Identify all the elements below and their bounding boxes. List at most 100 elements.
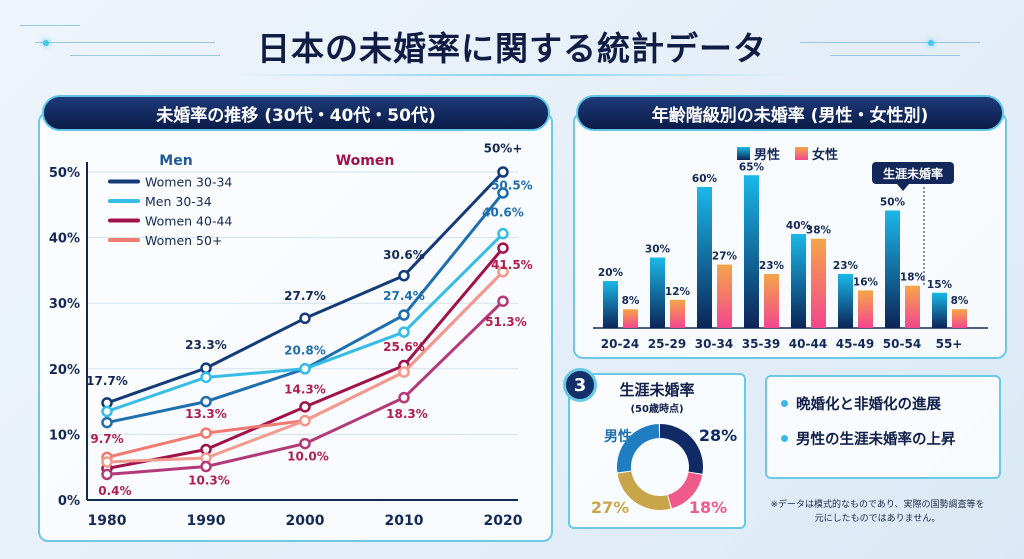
data-point xyxy=(497,227,509,240)
legend-label: Women 40-44 xyxy=(145,214,232,229)
data-point xyxy=(398,366,410,378)
bar-value-label: 23% xyxy=(759,260,785,272)
bullet-dot-icon xyxy=(781,435,788,442)
group-label-women: Women xyxy=(336,153,395,169)
circuit-dot xyxy=(43,40,49,46)
summary-text: 男性の生涯未婚率の上昇 xyxy=(796,432,956,448)
callout-label: 生涯未婚率 xyxy=(883,166,943,181)
data-label: 10.3% xyxy=(188,473,230,487)
data-point xyxy=(101,416,113,429)
bar-value-label: 18% xyxy=(900,272,926,284)
bar-women xyxy=(811,238,826,328)
legend-swatch-women xyxy=(795,147,808,160)
callout-box xyxy=(872,162,954,184)
x-tick-label: 1990 xyxy=(187,513,226,529)
data-point xyxy=(398,309,410,321)
callout-pointer xyxy=(897,184,909,191)
data-point xyxy=(299,414,311,427)
bar-women xyxy=(670,299,685,328)
page-title: 日本の未婚率に関する統計データ xyxy=(257,29,767,68)
data-point xyxy=(200,460,212,473)
donut-slice xyxy=(660,424,703,474)
data-label: 13.3% xyxy=(185,407,227,421)
data-label: 40.6% xyxy=(482,206,524,220)
x-tick-label: 1980 xyxy=(88,513,127,529)
summary-text: 晩婚化と非婚化の進展 xyxy=(796,397,941,413)
bar-value-label: 50% xyxy=(880,197,906,209)
data-point xyxy=(200,362,212,374)
bar-men xyxy=(838,273,853,328)
data-label: 20.8% xyxy=(284,343,326,357)
bar-women xyxy=(717,264,732,328)
bar-men xyxy=(932,292,947,328)
data-point xyxy=(101,456,113,468)
x-tick-label: 45-49 xyxy=(836,337,874,351)
data-point xyxy=(497,166,509,178)
donut-slice xyxy=(668,472,703,509)
bar-women xyxy=(623,309,638,328)
bar-women xyxy=(764,273,779,328)
donut-title: 生涯未婚率 xyxy=(619,381,694,399)
x-tick-label: 50-54 xyxy=(883,337,921,351)
bar-value-label: 40% xyxy=(786,220,812,232)
bar-value-label: 65% xyxy=(739,161,765,173)
data-point xyxy=(299,363,311,375)
title-underline xyxy=(230,74,800,76)
data-label: 30.6% xyxy=(383,248,425,262)
bullet-dot-icon xyxy=(781,400,788,407)
data-point xyxy=(398,326,410,338)
donut-subtitle: (50歳時点) xyxy=(630,402,683,415)
data-label: 50.5% xyxy=(491,179,533,193)
x-tick-label: 55+ xyxy=(936,337,963,351)
group-label-men: Men xyxy=(159,153,192,169)
section-badge: 3 xyxy=(563,368,597,402)
data-point xyxy=(299,312,311,325)
data-label: 51.3% xyxy=(485,315,527,329)
data-point xyxy=(299,437,311,450)
legend-label: 男性 xyxy=(754,147,780,163)
y-tick-label: 40% xyxy=(49,232,80,247)
x-tick-label: 2000 xyxy=(286,513,325,529)
data-label: 23.3% xyxy=(185,338,227,352)
data-point xyxy=(299,401,311,413)
donut-slice xyxy=(617,424,660,473)
legend-label: Men 30-34 xyxy=(145,194,212,209)
x-tick-label: 2020 xyxy=(484,513,523,529)
data-point xyxy=(497,295,509,307)
x-tick-label: 2010 xyxy=(385,513,424,529)
disclaimer-note: ※データは模式的なものであり、実際の国勢調査等を元にしたものではありません。 xyxy=(770,500,985,524)
legend-label: Women 50+ xyxy=(145,233,222,248)
bar-women xyxy=(952,309,967,328)
line-chart: 0% 10% 20% 30% 40% 50% 1980 1990 2000 2010 2020 Men… xyxy=(49,141,533,529)
summary-bullet: 晩婚化と非婚化の進展 xyxy=(781,393,999,414)
bar-value-label: 12% xyxy=(665,286,691,298)
data-point xyxy=(200,371,212,384)
bar-value-label: 20% xyxy=(598,267,624,279)
age-bar-panel-title: 年齢階級別の未婚率 (男性・女性別) xyxy=(576,95,1004,131)
x-tick-label: 30-34 xyxy=(695,337,733,351)
bar-men xyxy=(744,175,759,328)
data-point xyxy=(200,427,212,439)
bar-women xyxy=(905,285,920,328)
bar-chart: 男性 女性 20% 8% 20-24 30% 12% 25-29 60% 27% 30-34 65% 2… xyxy=(593,147,988,351)
bar-value-label: 38% xyxy=(806,225,832,237)
data-label: 10.0% xyxy=(287,450,329,464)
data-point xyxy=(398,391,410,404)
summary-bullet: 男性の生涯未婚率の上昇 xyxy=(781,428,999,449)
data-label: 17.7% xyxy=(86,374,128,388)
data-point xyxy=(497,265,509,278)
x-tick-label: 20-24 xyxy=(601,337,639,351)
data-point xyxy=(101,468,113,481)
bar-men xyxy=(603,281,618,328)
y-tick-label: 20% xyxy=(49,363,80,378)
trend-panel xyxy=(38,112,553,542)
data-label: 41.5% xyxy=(491,258,533,272)
bar-men xyxy=(650,257,665,328)
bar-men xyxy=(791,234,806,328)
data-point xyxy=(101,405,113,418)
legend-swatch-men xyxy=(737,147,750,160)
data-point xyxy=(398,269,410,282)
data-label: 0.4% xyxy=(98,484,131,498)
data-point xyxy=(497,187,509,199)
data-label: 27.7% xyxy=(284,289,326,303)
